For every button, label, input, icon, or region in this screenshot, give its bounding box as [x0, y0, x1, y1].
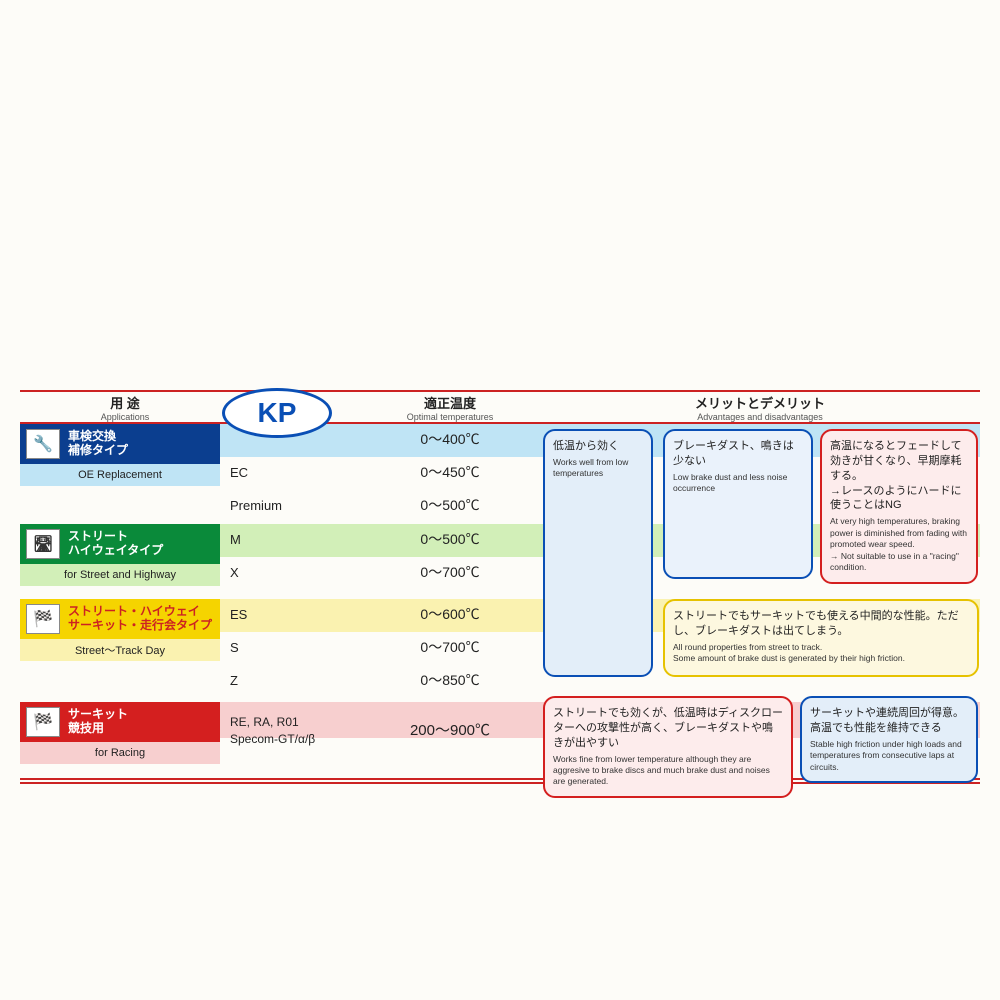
- advantage-note: 低温から効く Works well from low temperatures: [543, 429, 653, 677]
- category-header: 🛣 ストリート ハイウェイタイプ: [20, 524, 220, 564]
- type-row: ES0～600℃: [230, 599, 540, 629]
- type-name: Z: [230, 673, 360, 688]
- category-label-en: for Street and Highway: [20, 564, 220, 586]
- advantage-note: サーキットや連続周回が得意。高温でも性能を維持できるStable high fr…: [800, 696, 978, 783]
- category-icon: 🏁: [26, 604, 60, 634]
- type-temperature: 0～450℃: [360, 462, 540, 482]
- note-text-en: At very high temperatures, braking power…: [830, 516, 968, 573]
- category-label-en: OE Replacement: [20, 464, 220, 486]
- category-header: 🔧 車検交換 補修タイプ: [20, 424, 220, 464]
- advantage-note: ストリートでも効くが、低温時はディスクローターへの攻撃性が高く、ブレーキダストや…: [543, 696, 793, 798]
- type-name: X: [230, 565, 360, 580]
- category-block: 🛣 ストリート ハイウェイタイプ for Street and Highway: [20, 524, 220, 586]
- category-label-en: for Racing: [20, 742, 220, 764]
- brake-pad-chart: 用 途Applications タイプ名Type 適正温度Optimal tem…: [20, 390, 980, 784]
- type-row: Z0～850℃: [230, 665, 540, 695]
- type-row: EC0～450℃: [230, 457, 540, 487]
- hdr-temperature: 適正温度Optimal temperatures: [360, 393, 540, 422]
- note-text-jp: ストリートでもサーキットでも使える中間的な性能。ただし、ブレーキダストは出てしま…: [673, 609, 969, 639]
- race-type-names: RE, RA, R01 Specom-GT/α/β: [230, 714, 360, 748]
- type-name: M: [230, 532, 360, 547]
- type-row: Premium0～500℃: [230, 490, 540, 520]
- category-header: 🏁 ストリート・ハイウェイ サーキット・走行会タイプ: [20, 599, 220, 639]
- type-temperature: 0～600℃: [360, 604, 540, 624]
- note-text-en: Works fine from lower temperature althou…: [553, 754, 783, 788]
- advantage-note: ストリートでもサーキットでも使える中間的な性能。ただし、ブレーキダストは出てしま…: [663, 599, 979, 677]
- kp-logo-badge: KP: [222, 388, 332, 438]
- type-temperature: 0～850℃: [360, 670, 540, 690]
- category-header: 🏁 サーキット 競技用: [20, 702, 220, 742]
- note-text-en: All round properties from street to trac…: [673, 642, 969, 665]
- kp-logo-text: KP: [258, 397, 297, 429]
- type-name: ES: [230, 607, 360, 622]
- note-text-jp: 低温から効く: [553, 439, 643, 454]
- note-text-jp: 高温になるとフェードして効きが甘くなり、早期摩耗する。 →レースのようにハードに…: [830, 439, 968, 513]
- category-label-jp: ストリート・ハイウェイ サーキット・走行会タイプ: [68, 605, 212, 633]
- chart-body: 🔧車検交換 補修タイプOE Replacement0～400℃EC0～450℃P…: [20, 424, 980, 784]
- hdr-advantages: メリットとデメリットAdvantages and disadvantages: [540, 393, 980, 422]
- category-label-jp: サーキット 競技用: [68, 708, 128, 736]
- category-block: 🔧 車検交換 補修タイプ OE Replacement: [20, 424, 220, 486]
- advantage-note: ブレーキダスト、鳴きは少ない Low brake dust and less no…: [663, 429, 813, 579]
- type-temperature: 0～700℃: [360, 562, 540, 582]
- type-temperature: 0～700℃: [360, 637, 540, 657]
- note-text-jp: サーキットや連続周回が得意。高温でも性能を維持できる: [810, 706, 968, 736]
- category-icon: 🔧: [26, 429, 60, 459]
- category-label-jp: 車検交換 補修タイプ: [68, 430, 128, 458]
- category-block: 🏁 サーキット 競技用 for Racing: [20, 702, 220, 764]
- category-block: 🏁 ストリート・ハイウェイ サーキット・走行会タイプ Street～Track Da…: [20, 599, 220, 661]
- type-row: X0～700℃: [230, 557, 540, 587]
- category-label-en: Street～Track Day: [20, 639, 220, 661]
- type-name: S: [230, 640, 360, 655]
- type-temperature: 0～400℃: [360, 429, 540, 449]
- type-temperature: 0～500℃: [360, 495, 540, 515]
- category-icon: 🏁: [26, 707, 60, 737]
- category-label-jp: ストリート ハイウェイタイプ: [68, 530, 163, 558]
- category-icon: 🛣: [26, 529, 60, 559]
- header-row: 用 途Applications タイプ名Type 適正温度Optimal tem…: [20, 390, 980, 424]
- type-name: Premium: [230, 498, 360, 513]
- note-text-en: Works well from low temperatures: [553, 457, 643, 480]
- hdr-applications: 用 途Applications: [20, 393, 230, 422]
- note-text-jp: ブレーキダスト、鳴きは少ない: [673, 439, 803, 469]
- type-row: M0～500℃: [230, 524, 540, 554]
- note-text-en: Low brake dust and less noise occurrence: [673, 472, 803, 495]
- type-row: S0～700℃: [230, 632, 540, 662]
- note-text-en: Stable high friction under high loads an…: [810, 739, 968, 773]
- type-temperature: 0～500℃: [360, 529, 540, 549]
- race-temperature: 200～900℃: [360, 719, 540, 740]
- advantage-note: 高温になるとフェードして効きが甘くなり、早期摩耗する。 →レースのようにハードに…: [820, 429, 978, 584]
- note-text-jp: ストリートでも効くが、低温時はディスクローターへの攻撃性が高く、ブレーキダストや…: [553, 706, 783, 751]
- type-name: EC: [230, 465, 360, 480]
